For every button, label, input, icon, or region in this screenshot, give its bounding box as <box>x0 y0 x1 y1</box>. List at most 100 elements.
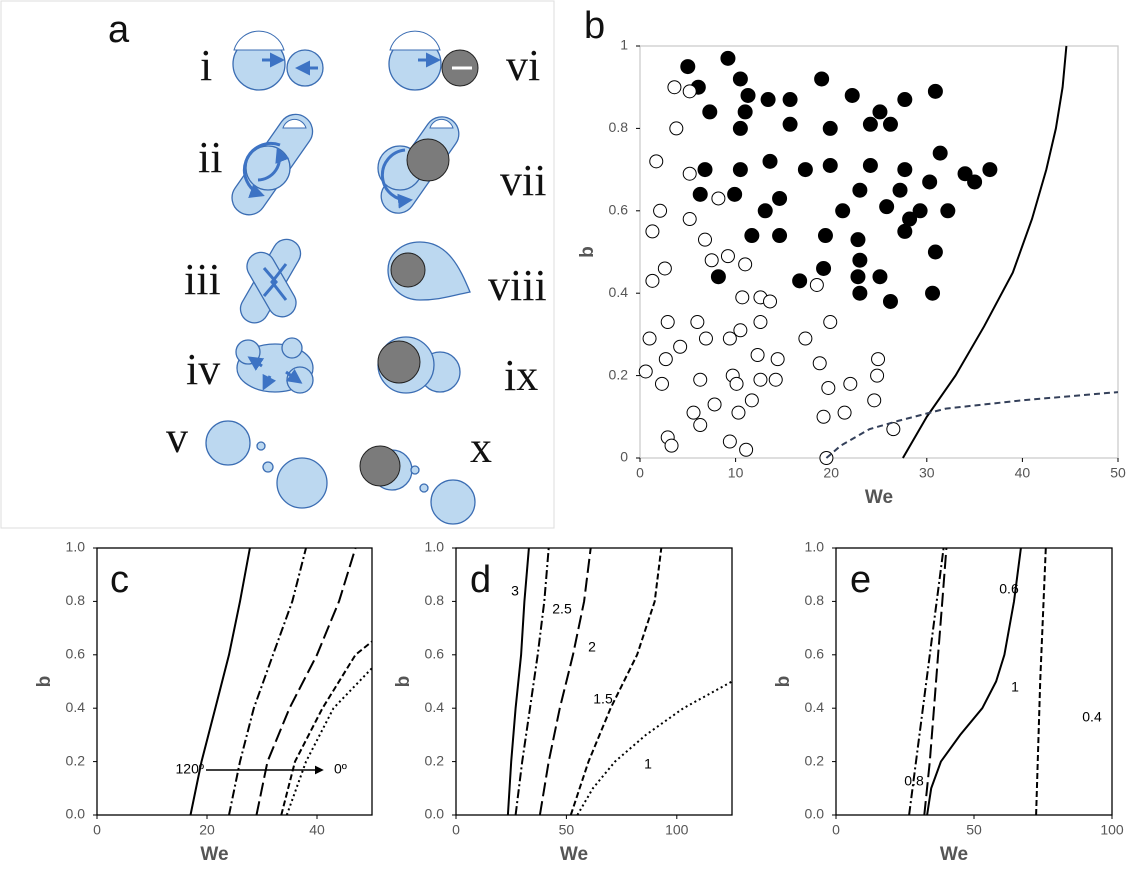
shape <box>359 445 401 487</box>
shape <box>406 138 450 182</box>
data-point <box>667 80 682 95</box>
panel-letter: d <box>470 559 491 601</box>
curve <box>538 547 592 816</box>
shape <box>390 252 426 288</box>
panel-letter: c <box>110 559 129 601</box>
roman-label: vii <box>500 156 546 205</box>
shape <box>282 119 307 129</box>
shape <box>205 420 251 466</box>
data-point <box>897 162 913 178</box>
data-point <box>735 290 750 305</box>
y-tick-label: 0.6 <box>609 202 629 218</box>
data-point <box>693 418 708 433</box>
data-point <box>753 372 768 387</box>
data-point <box>642 331 657 346</box>
data-point <box>757 203 773 219</box>
y-tick-label: 0.8 <box>805 592 825 608</box>
data-point <box>645 273 660 288</box>
shape <box>281 337 303 359</box>
data-point <box>657 261 672 276</box>
roman-label: ii <box>198 133 222 182</box>
data-point <box>897 223 913 239</box>
x-tick-label: 30 <box>919 465 935 481</box>
data-point <box>753 315 768 330</box>
data-point <box>698 331 713 346</box>
data-point <box>816 409 831 424</box>
data-point <box>821 380 836 395</box>
data-point <box>649 154 664 169</box>
shape <box>235 339 261 365</box>
plot-frame <box>835 547 1113 816</box>
curve-label: 1.5 <box>593 691 613 707</box>
y-tick-label: 0.4 <box>66 699 86 715</box>
data-point <box>772 228 788 244</box>
data-point <box>871 352 886 367</box>
x-tick-label: 0 <box>93 822 101 838</box>
data-point <box>638 364 653 379</box>
data-point <box>711 191 726 206</box>
y-tick-label: 0.4 <box>425 699 445 715</box>
roman-label: v <box>166 413 188 462</box>
data-point <box>727 186 743 202</box>
data-point <box>732 162 748 178</box>
roman-label: vi <box>506 41 540 90</box>
data-point <box>809 277 824 292</box>
y-tick-label: 0.4 <box>609 284 629 300</box>
data-point <box>862 116 878 132</box>
shape <box>377 340 421 384</box>
data-point <box>912 203 928 219</box>
data-point <box>837 405 852 420</box>
data-point <box>744 393 759 408</box>
curve <box>926 547 1022 816</box>
curve <box>1035 547 1047 816</box>
x-tick-label: 0 <box>636 465 644 481</box>
shape <box>276 457 328 509</box>
data-point <box>693 372 708 387</box>
data-point <box>737 104 753 120</box>
shape <box>429 119 454 129</box>
x-tick-label: 0 <box>452 822 460 838</box>
x-axis-title: We <box>865 487 893 508</box>
shape <box>247 356 265 371</box>
data-point <box>852 182 868 198</box>
data-point <box>760 92 776 108</box>
shape <box>270 263 288 301</box>
shape <box>380 148 413 209</box>
curve <box>280 640 372 816</box>
data-point <box>762 153 778 169</box>
data-point <box>740 87 756 103</box>
y-axis-title: b <box>393 676 414 688</box>
data-point <box>658 352 673 367</box>
annotation: 0º <box>334 761 347 777</box>
shape <box>410 465 420 475</box>
shape <box>262 373 277 391</box>
data-point <box>862 157 878 173</box>
data-point <box>797 162 813 178</box>
data-point <box>720 50 736 66</box>
y-tick-label: 0.6 <box>805 646 825 662</box>
data-point <box>867 393 882 408</box>
data-point <box>680 59 696 75</box>
shape <box>256 441 266 451</box>
shape <box>246 251 297 318</box>
y-tick-label: 0.2 <box>425 752 445 768</box>
data-point <box>669 121 684 136</box>
y-tick-label: 0.0 <box>805 806 825 822</box>
x-axis-title: We <box>940 844 968 865</box>
data-point <box>940 203 956 219</box>
data-point <box>792 273 808 289</box>
y-tick-label: 0.6 <box>425 646 445 662</box>
data-point <box>660 315 675 330</box>
y-tick-label: 0.2 <box>66 752 86 768</box>
data-point <box>927 244 943 260</box>
data-point <box>731 405 746 420</box>
x-tick-label: 40 <box>309 822 325 838</box>
panel-letter: a <box>108 9 130 51</box>
y-tick-label: 1.0 <box>425 539 445 555</box>
data-point <box>982 162 998 178</box>
shape <box>285 368 303 384</box>
y-tick-label: 1 <box>620 37 628 53</box>
data-point <box>812 356 827 371</box>
data-point <box>879 199 895 215</box>
shape <box>233 30 285 51</box>
